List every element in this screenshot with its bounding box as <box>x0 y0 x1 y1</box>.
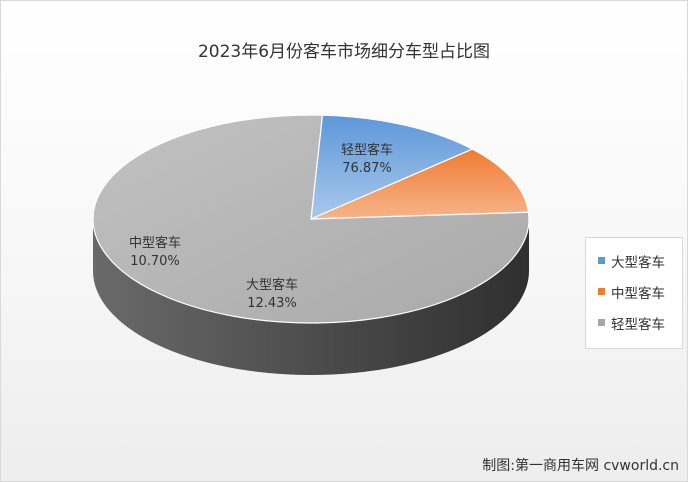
legend-label-light-bus: 轻型客车 <box>611 316 665 333</box>
legend-label-medium-bus: 中型客车 <box>611 285 665 302</box>
pie-slice-large-bus <box>310 114 473 220</box>
slice-label-medium-bus-value: 10.70% <box>130 254 180 269</box>
slice-label-large-bus-name: 大型客车 <box>246 277 298 293</box>
slice-label-light-bus-value: 76.87% <box>342 161 392 176</box>
pie-slice-light-bus <box>92 114 530 324</box>
legend-label-large-bus: 大型客车 <box>611 254 665 271</box>
slice-label-large-bus-value: 12.43% <box>247 296 297 311</box>
legend-swatch-light-bus <box>598 319 605 326</box>
slice-label-light-bus-name: 轻型客车 <box>341 142 393 158</box>
slice-label-medium-bus-name: 中型客车 <box>129 235 181 251</box>
pie-slice-medium-bus <box>310 148 530 220</box>
legend-swatch-large-bus <box>598 257 605 264</box>
legend-swatch-medium-bus <box>598 288 605 295</box>
legend-item-medium-bus: 中型客车 <box>586 281 682 302</box>
legend: 大型客车 中型客车 轻型客车 <box>585 237 683 349</box>
chart-credit: 制图:第一商用车网 cvworld.cn <box>482 458 679 474</box>
legend-item-large-bus: 大型客车 <box>586 250 682 271</box>
chart-title: 2023年6月份客车市场细分车型占比图 <box>197 42 491 62</box>
legend-item-light-bus: 轻型客车 <box>586 312 682 333</box>
pie-side-light-bus <box>93 219 529 375</box>
